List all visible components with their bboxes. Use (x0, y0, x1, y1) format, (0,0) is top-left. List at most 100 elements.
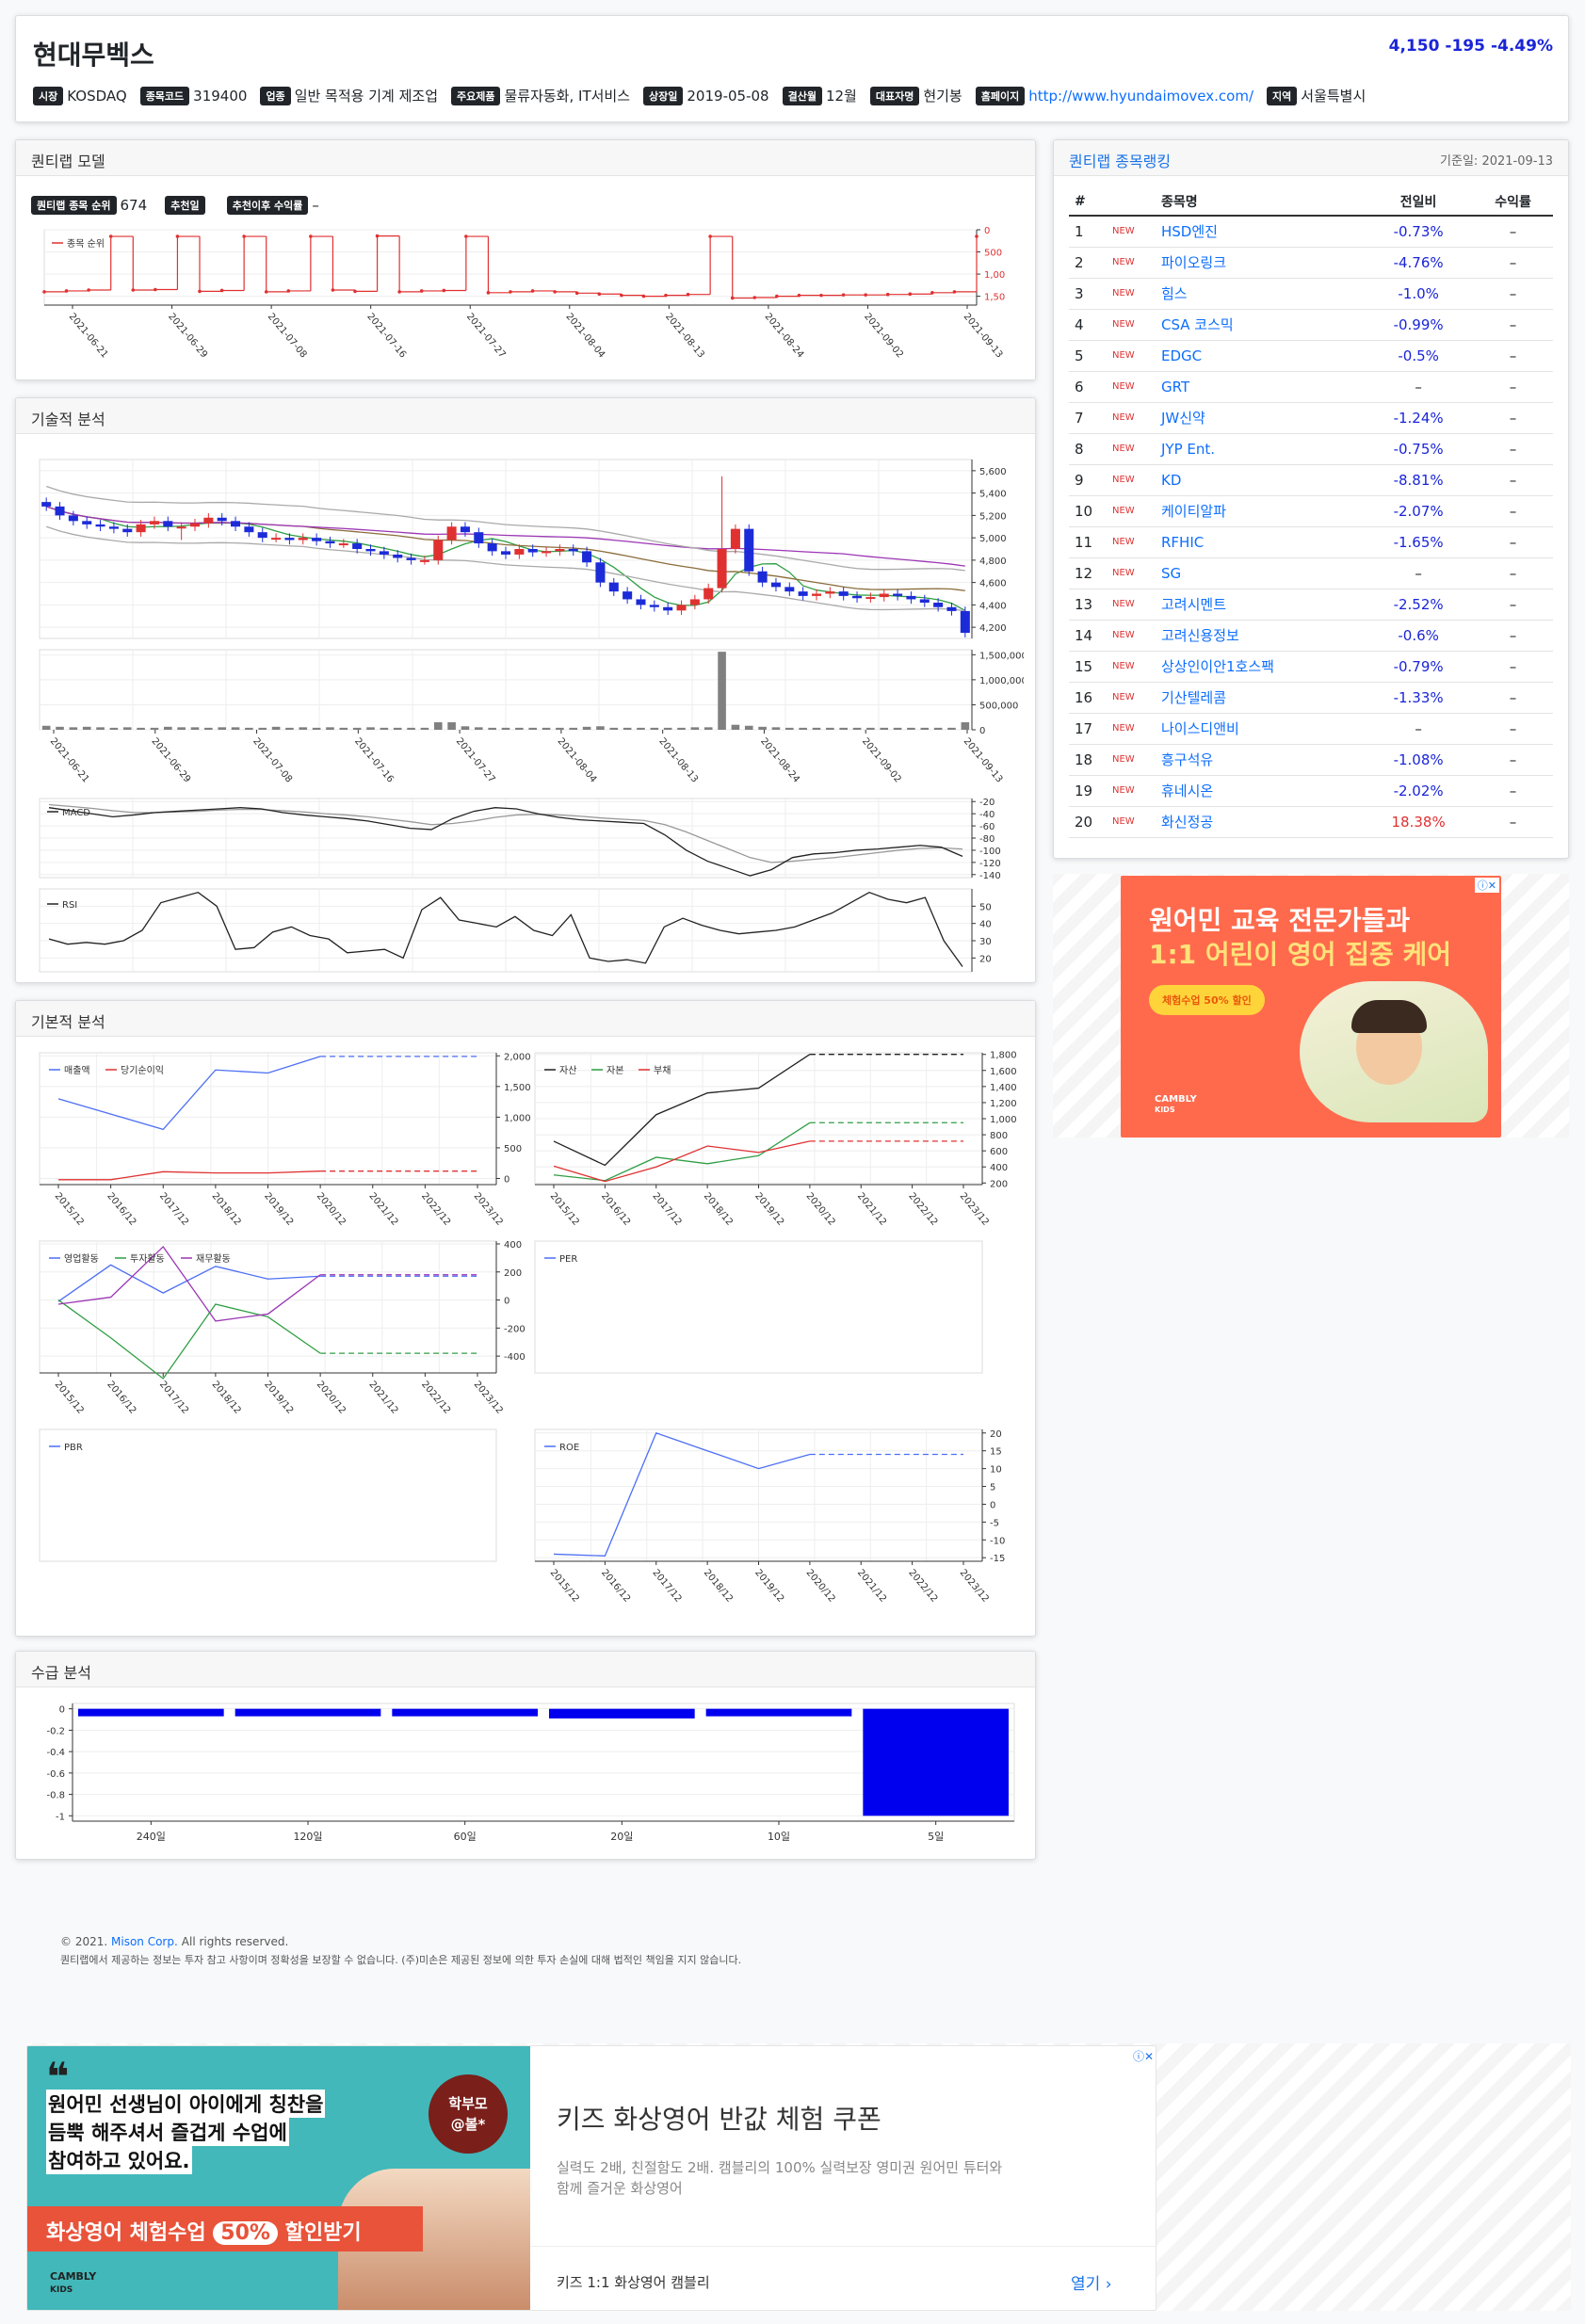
stock-name-link[interactable]: 파이오링크 (1156, 247, 1365, 279)
ranking-row[interactable]: 3 NEW 힘스 -1.0% – (1069, 278, 1553, 310)
stock-name[interactable]: KD (1161, 471, 1182, 489)
stock-name[interactable]: 고려시멘트 (1161, 596, 1227, 613)
stock-name[interactable]: 힘스 (1161, 285, 1188, 302)
bottom-ad-close-icon[interactable]: ⓘ✕ (1132, 2050, 1154, 2063)
series-line (57, 1056, 321, 1131)
ranking-row[interactable]: 8 NEW JYP Ent. -0.75% – (1069, 433, 1553, 465)
x-tick-label: 2020/12 (315, 1191, 348, 1228)
stock-name-link[interactable]: SG (1156, 557, 1365, 589)
stock-name[interactable]: 기산텔레콤 (1161, 689, 1227, 706)
x-tick-label: 20일 (610, 1830, 633, 1843)
stock-name-link[interactable]: EDGC (1156, 340, 1365, 372)
bottom-ad-open-button[interactable]: 열기 › (1071, 2270, 1112, 2294)
ranking-row[interactable]: 2 NEW 파이오링크 -4.76% – (1069, 247, 1553, 279)
ranking-row[interactable]: 13 NEW 고려시멘트 -2.52% – (1069, 589, 1553, 621)
stock-name-link[interactable]: HSD엔진 (1156, 216, 1365, 248)
stock-name-link[interactable]: 고려신용정보 (1156, 620, 1365, 652)
x-tick-label: 2016/12 (105, 1191, 137, 1228)
bottom-ad[interactable]: ❝ 원어민 선생님이 아이에게 칭찬을 듬뿍 해주셔서 즐겁게 수업에 참여하고… (26, 2045, 1156, 2311)
ranking-row[interactable]: 1 NEW HSD엔진 -0.73% – (1069, 216, 1553, 248)
stock-name[interactable]: 화신정공 (1161, 814, 1214, 831)
stock-name[interactable]: 휴네시온 (1161, 783, 1214, 799)
rank-chart: 0 500 1,000 1,500 종목 순위 2021-06-21 2021-06-29 2… (42, 226, 1005, 360)
stock-name-link[interactable]: GRT (1156, 371, 1365, 403)
volume-bar (933, 727, 943, 730)
stock-name-link[interactable]: 화신정공 (1156, 806, 1365, 838)
stock-name[interactable]: 파이오링크 (1161, 254, 1227, 271)
stock-name[interactable]: EDGC (1161, 347, 1203, 364)
ranking-row[interactable]: 10 NEW 케이티알파 -2.07% – (1069, 495, 1553, 527)
stock-name[interactable]: 케이티알파 (1161, 503, 1227, 520)
bottom-ad-cta-bar[interactable]: 화상영어 체험수업 50% 할인받기 (27, 2206, 423, 2251)
plot-area (72, 1703, 1015, 1822)
volume-bar (582, 726, 591, 730)
stock-name[interactable]: JYP Ent. (1161, 440, 1216, 458)
stock-name-link[interactable]: JYP Ent. (1156, 433, 1365, 465)
candle-body (352, 543, 363, 549)
candle-body (555, 549, 565, 552)
candle-body (717, 549, 727, 589)
stock-name-link[interactable]: 흥구석유 (1156, 744, 1365, 776)
stock-name[interactable]: JW신약 (1161, 410, 1205, 427)
stock-name-link[interactable]: CSA 코스믹 (1156, 309, 1365, 341)
stock-name-link[interactable]: RFHIC (1156, 526, 1365, 558)
legend-label: 투자활동 (130, 1252, 165, 1265)
ranking-row[interactable]: 9 NEW KD -8.81% – (1069, 464, 1553, 496)
ranking-row[interactable]: 18 NEW 흥구석유 -1.08% – (1069, 744, 1553, 776)
stock-name-link[interactable]: 케이티알파 (1156, 495, 1365, 527)
stock-name[interactable]: GRT (1161, 378, 1190, 395)
ranking-row[interactable]: 16 NEW 기산텔레콤 -1.33% – (1069, 682, 1553, 714)
ranking-row[interactable]: 11 NEW RFHIC -1.65% – (1069, 526, 1553, 558)
ranking-row[interactable]: 12 NEW SG – – (1069, 557, 1553, 589)
stock-name-link[interactable]: 고려시멘트 (1156, 589, 1365, 621)
daily-change: -1.08% (1364, 744, 1474, 776)
ranking-row[interactable]: 5 NEW EDGC -0.5% – (1069, 340, 1553, 372)
side-ad[interactable]: ⓘ✕ 원어민 교육 전문가들과 1:1 어린이 영어 집중 케어 체험수업 50… (1121, 876, 1501, 1138)
homepage-link[interactable]: http://www.hyundaimovex.com/ (1028, 87, 1254, 105)
ranking-row[interactable]: 4 NEW CSA 코스믹 -0.99% – (1069, 309, 1553, 341)
new-badge: NEW (1107, 309, 1156, 341)
ranking-row[interactable]: 19 NEW 휴네시온 -2.02% – (1069, 775, 1553, 807)
stock-name[interactable]: SG (1161, 564, 1182, 582)
new-badge: NEW (1107, 371, 1156, 403)
stock-name-link[interactable]: 힘스 (1156, 278, 1365, 310)
stock-name-link[interactable]: 기산텔레콤 (1156, 682, 1365, 714)
ranking-row[interactable]: 15 NEW 상상인이안1호스팩 -0.79% – (1069, 651, 1553, 683)
new-badge: NEW (1107, 464, 1156, 496)
series-line (57, 1245, 321, 1322)
candle-body (231, 521, 241, 527)
stock-name-link[interactable]: 휴네시온 (1156, 775, 1365, 807)
ad-close-icon[interactable]: ⓘ✕ (1474, 878, 1499, 893)
stock-name[interactable]: RFHIC (1161, 533, 1205, 551)
daily-change: – (1364, 557, 1474, 589)
x-tick-label: 2021/12 (366, 1191, 399, 1228)
ranking-row[interactable]: 17 NEW 나이스디앤비 – – (1069, 713, 1553, 745)
volume-bar (880, 727, 889, 730)
stock-name[interactable]: 상상인이안1호스팩 (1161, 658, 1274, 675)
ranking-row[interactable]: 7 NEW JW신약 -1.24% – (1069, 402, 1553, 434)
daily-change: -2.52% (1364, 589, 1474, 621)
return-value: – (1473, 526, 1553, 558)
stock-name[interactable]: CSA 코스믹 (1161, 316, 1234, 333)
stock-name-link[interactable]: KD (1156, 464, 1365, 496)
stock-name-link[interactable]: 나이스디앤비 (1156, 713, 1365, 745)
stock-name[interactable]: 나이스디앤비 (1161, 720, 1239, 737)
return-value: – (1473, 775, 1553, 807)
y-tick-label: 20 (979, 954, 992, 964)
ranking-row[interactable]: 20 NEW 화신정공 18.38% – (1069, 806, 1553, 838)
ranking-row[interactable]: 14 NEW 고려신용정보 -0.6% – (1069, 620, 1553, 652)
bottom-ad-cta-pre: 화상영어 체험수업 (46, 2221, 206, 2245)
footer-company-link[interactable]: Mison Corp. (111, 1935, 178, 1948)
stock-name[interactable]: 고려신용정보 (1161, 627, 1239, 644)
ranking-row[interactable]: 6 NEW GRT – – (1069, 371, 1553, 403)
stock-name[interactable]: 흥구석유 (1161, 751, 1214, 768)
return-label: 추천이후 수익률 (226, 195, 309, 215)
candle-body (122, 528, 133, 533)
side-ad-pill[interactable]: 체험수업 50% 할인 (1149, 985, 1265, 1015)
stock-name-link[interactable]: JW신약 (1156, 402, 1365, 434)
stock-name-link[interactable]: 상상인이안1호스팩 (1156, 651, 1365, 683)
bottom-ad-title[interactable]: 키즈 화상영어 반값 체험 쿠폰 (557, 2104, 881, 2135)
return-value: – (1473, 402, 1553, 434)
macd-chart: -140 -120 -100 -80 -60 -40 -20 MACD (39, 798, 1001, 881)
stock-name[interactable]: HSD엔진 (1161, 223, 1218, 241)
